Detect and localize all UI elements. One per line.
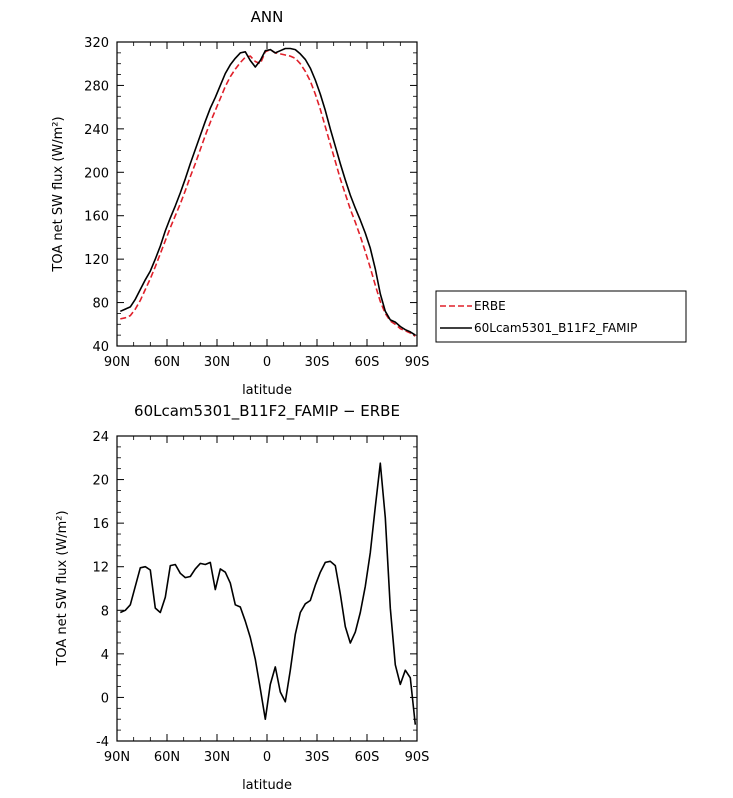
legend-label-erbe: ERBE <box>474 299 506 313</box>
top-series-line-1 <box>119 47 416 336</box>
top-chart-title: ANN <box>251 8 284 26</box>
top-series-line-0 <box>120 48 416 337</box>
legend: ERBE 60Lcam5301_B11F2_FAMIP <box>435 290 687 343</box>
bottom-chart-title: 60Lcam5301_B11F2_FAMIP − ERBE <box>134 402 400 421</box>
top-series-lines <box>119 47 416 337</box>
bottom-x-tick-label: 90N <box>104 750 130 765</box>
top-y-tick-label: 280 <box>84 79 109 94</box>
top-y-tick-label: 40 <box>92 340 109 355</box>
bottom-x-tick-label: 60N <box>154 750 180 765</box>
top-y-tick-labels: 40 80 120 160 200 240 280 320 <box>84 36 109 355</box>
bottom-x-axis-label: latitude <box>242 778 292 793</box>
bottom-y-tick-label: 4 <box>101 648 109 663</box>
top-y-tick-label: 80 <box>92 297 109 312</box>
top-x-tick-label: 0 <box>263 355 271 370</box>
bottom-series-line-0 <box>119 462 417 725</box>
bottom-y-tick-label: 20 <box>92 474 109 489</box>
top-y-tick-label: 120 <box>84 253 109 268</box>
bottom-x-tick-label: 30N <box>204 750 230 765</box>
bottom-y-tick-label: 24 <box>92 430 109 445</box>
bottom-y-axis-label: TOA net SW flux (W/m²) <box>55 510 70 666</box>
legend-box <box>435 290 687 343</box>
top-x-tick-label: 90S <box>405 355 430 370</box>
bottom-series-lines <box>119 462 417 725</box>
top-x-tick-labels: 90N 60N 30N 0 30S 60S 90S <box>104 355 430 370</box>
bottom-x-tick-label: 90S <box>405 750 430 765</box>
bottom-y-tick-label: -4 <box>96 735 109 750</box>
bottom-y-tick-label: 16 <box>92 517 109 532</box>
top-x-tick-label: 60S <box>355 355 380 370</box>
bottom-y-tick-label: 8 <box>101 604 109 619</box>
top-axis-ticks <box>116 41 418 347</box>
bottom-y-tick-labels: -4 0 4 8 12 16 20 24 <box>92 430 109 750</box>
top-x-tick-label: 90N <box>104 355 130 370</box>
top-plot-frame <box>116 41 418 347</box>
bottom-x-tick-label: 60S <box>355 750 380 765</box>
bottom-panel: 60Lcam5301_B11F2_FAMIP − ERBE -4 0 4 8 12 16 2… <box>55 402 429 793</box>
top-y-tick-label: 240 <box>84 123 109 138</box>
bottom-y-tick-label: 0 <box>101 691 109 706</box>
top-x-tick-label: 30N <box>204 355 230 370</box>
bottom-axis-ticks <box>116 435 418 742</box>
top-x-tick-label: 30S <box>305 355 330 370</box>
bottom-y-tick-label: 12 <box>92 561 109 576</box>
top-panel: ANN 40 80 120 160 200 240 280 320 90N 60N 30N 0 30S… <box>51 8 687 398</box>
legend-label-model: 60Lcam5301_B11F2_FAMIP <box>474 321 637 335</box>
bottom-plot-frame <box>116 435 418 742</box>
bottom-x-tick-label: 30S <box>305 750 330 765</box>
top-y-tick-label: 320 <box>84 36 109 51</box>
top-y-tick-label: 200 <box>84 166 109 181</box>
top-x-tick-label: 60N <box>154 355 180 370</box>
top-y-axis-label: TOA net SW flux (W/m²) <box>51 116 66 272</box>
bottom-x-tick-label: 0 <box>263 750 271 765</box>
top-x-axis-label: latitude <box>242 383 292 398</box>
top-y-tick-label: 160 <box>84 210 109 225</box>
bottom-x-tick-labels: 90N 60N 30N 0 30S 60S 90S <box>104 750 430 765</box>
